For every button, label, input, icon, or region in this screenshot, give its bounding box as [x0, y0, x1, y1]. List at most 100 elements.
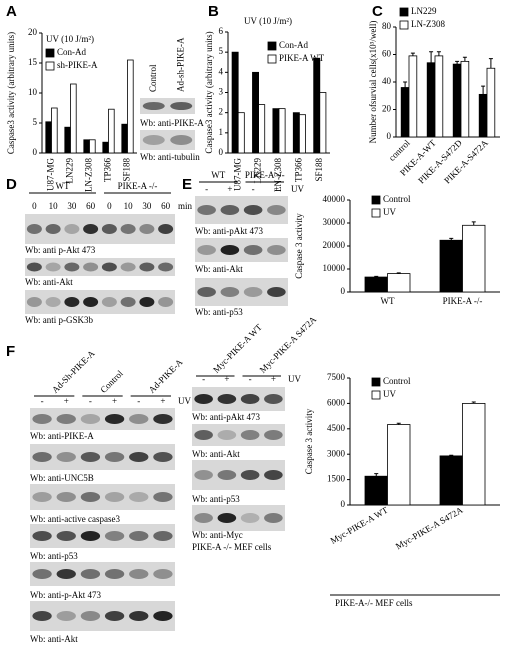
- x-tick-label: U87-MG: [46, 158, 56, 191]
- y-tick-label: 0: [341, 499, 346, 509]
- y-tick-label: 60: [382, 49, 392, 59]
- lane-label: 0: [32, 201, 37, 211]
- lane-label: +: [112, 396, 117, 406]
- blot-band: [194, 430, 213, 440]
- error-bar: [429, 51, 434, 63]
- x-tick-label: Myc-PIKE-A S472A: [394, 505, 465, 552]
- group-label: WT: [211, 170, 225, 180]
- blot-band: [32, 492, 52, 502]
- blot-band: [240, 470, 260, 480]
- legend-swatch: [267, 54, 277, 64]
- group-label: Ad-Sh-PIKE-A: [50, 348, 97, 395]
- bar: [231, 51, 239, 154]
- blot-label: Wb: anti-p53: [195, 307, 243, 317]
- blot-band: [80, 569, 101, 579]
- error-bar: [471, 221, 476, 226]
- blot-band: [243, 245, 263, 255]
- legend-swatch: [267, 41, 277, 51]
- group-label: WT: [56, 181, 70, 191]
- blot-band: [264, 430, 283, 440]
- blot-band: [142, 102, 165, 110]
- lane-label: -: [205, 184, 208, 194]
- blot-band: [32, 452, 52, 462]
- bar: [121, 123, 128, 154]
- lane-label: +: [160, 396, 165, 406]
- lane-label: 60: [161, 201, 171, 211]
- blot-band: [267, 205, 286, 215]
- y-tick-label: 15: [28, 57, 38, 67]
- blot-membrane: [30, 484, 175, 510]
- blot-band: [267, 245, 286, 255]
- blot-band: [240, 430, 260, 440]
- blot-band: [56, 492, 76, 502]
- error-bar: [455, 60, 460, 65]
- legend-label: sh-PIKE-A: [57, 60, 98, 70]
- panel-letter: F: [6, 343, 15, 360]
- error-bar: [410, 52, 415, 56]
- blot-band: [26, 224, 42, 234]
- y-axis-label: Caspase3 activity (arbitrary units): [6, 32, 16, 154]
- panel-letter: D: [6, 176, 17, 193]
- blot-band: [26, 262, 42, 272]
- chart-caption: PIKE-A-/- MEF cells: [335, 598, 413, 608]
- blot-band: [80, 414, 101, 424]
- y-tick-label: 40000: [323, 194, 346, 204]
- lane-label: 30: [67, 201, 77, 211]
- blot-band: [264, 513, 283, 523]
- x-tick-label: SF188: [314, 158, 324, 182]
- blot-band: [264, 394, 283, 404]
- blot-membrane: [192, 505, 285, 531]
- blot-band: [153, 414, 173, 424]
- bar: [478, 93, 488, 138]
- blot-band: [26, 297, 42, 307]
- blot-band: [217, 430, 237, 440]
- blot-band: [153, 531, 173, 541]
- y-tick-label: 80: [382, 21, 392, 31]
- blot-band: [139, 224, 155, 234]
- blot-band: [129, 531, 149, 541]
- x-tick-label: LN-Z308: [84, 158, 94, 192]
- bar: [102, 141, 109, 154]
- bar: [364, 475, 388, 506]
- bar: [426, 62, 436, 138]
- blot-band: [64, 262, 80, 272]
- legend-label: Con-Ad: [279, 40, 308, 50]
- bar: [51, 107, 58, 154]
- group-label: PIKE-A -/-: [118, 181, 158, 191]
- treatment-label: UV: [288, 374, 301, 384]
- blot-band: [56, 611, 76, 621]
- blot-label: Wb: anti-Akt: [25, 277, 73, 287]
- panel-letter: A: [6, 3, 17, 20]
- lane-label: -: [249, 374, 252, 384]
- blot-band: [32, 569, 52, 579]
- treatment-label: UV: [291, 184, 304, 194]
- error-bar: [396, 272, 401, 274]
- blot-label: Wb: anti-Myc: [192, 530, 243, 540]
- blot-caption: PIKE-A -/- MEF cells: [192, 542, 272, 552]
- blot-band: [217, 470, 237, 480]
- panel-letter: C: [372, 3, 383, 20]
- legend-label: Control: [383, 194, 411, 204]
- blot-label: Wb: anti-Akt: [30, 634, 78, 644]
- bar: [108, 108, 115, 154]
- y-tick-label: 3000: [327, 448, 346, 458]
- y-tick-label: 1: [219, 127, 224, 137]
- bar: [462, 402, 486, 506]
- blot-band: [217, 513, 237, 523]
- bar: [452, 63, 462, 138]
- error-bar: [449, 454, 454, 456]
- blot-band: [267, 287, 286, 297]
- blot-band: [170, 135, 193, 145]
- blot-band: [194, 513, 213, 523]
- blot-band: [158, 262, 174, 272]
- blot-membrane: [30, 562, 175, 586]
- legend-swatch: [371, 195, 381, 205]
- y-tick-label: 0: [387, 131, 392, 141]
- bar: [237, 112, 245, 154]
- blot-band: [32, 414, 52, 424]
- blot-label: Wb: anti-PIKE-A: [30, 431, 94, 441]
- panel-letter: B: [208, 3, 219, 20]
- blot-band: [170, 102, 193, 110]
- blot-label: Wb: anti-Akt: [195, 264, 243, 274]
